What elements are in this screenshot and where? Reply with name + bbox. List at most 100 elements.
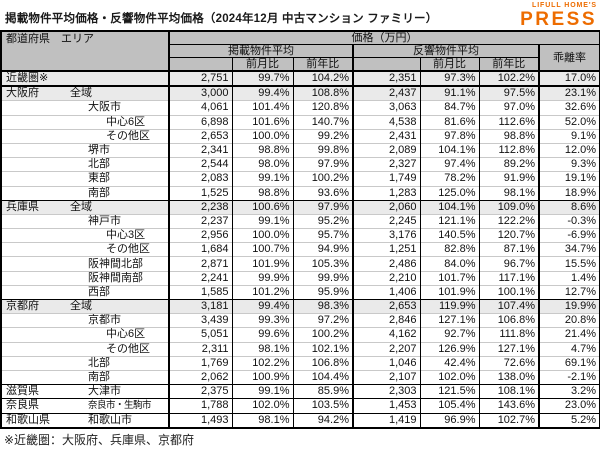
cell-response-mom: 121.5% (419, 384, 479, 399)
cell-listed-avg-price: 6,898 (168, 114, 232, 130)
price-table: 都道府県 エリア 価格（万円） 掲載物件平均 反響物件平均 乖離率 前月比 前年… (0, 30, 600, 429)
area-label: 大阪市 (0, 100, 169, 116)
column-header-response-average: 反響物件平均 (352, 44, 540, 58)
column-header-blank (168, 57, 233, 72)
row-label: 兵庫県 全域 (0, 199, 169, 215)
row-label: 京都府 全域 (0, 298, 169, 314)
table-row: 兵庫県 全域 2,238 100.6% 97.9% 2,060 104.1% 109.0% 8.… (0, 199, 600, 215)
cell-listed-mom: 102.2% (231, 355, 293, 371)
cell-listed-mom: 101.6% (231, 114, 293, 130)
prefecture-label: 滋賀県 (6, 385, 39, 398)
cell-listed-yoy: 95.9% (292, 284, 353, 300)
area-label: 北部 (0, 157, 169, 172)
table-row: 神戸市 2,237 99.1% 95.2% 2,245 121.1% 122.2% -0.3% (0, 213, 600, 229)
table-body: 近畿圏※ 2,751 99.7% 104.2% 2,351 97.3% 102.2% 17.0… (0, 70, 600, 428)
cell-response-avg-price: 3,063 (352, 100, 420, 116)
table-row: 大阪市 4,061 101.4% 120.8% 3,063 84.7% 97.0% 32.6% (0, 100, 600, 116)
cell-listed-avg-price: 1,788 (168, 398, 232, 413)
cell-divergence-rate: 52.0% (537, 114, 600, 130)
cell-divergence-rate: -0.3% (537, 213, 600, 229)
column-header-listed-mom: 前月比 (231, 57, 294, 72)
table-row: 南部 1,525 98.8% 93.6% 1,283 125.0% 98.1% 18.9% (0, 185, 600, 201)
row-label: 大阪府 全域 (0, 85, 169, 101)
cell-listed-avg-price: 2,237 (168, 213, 232, 229)
area-label: 全域 (70, 300, 92, 313)
cell-listed-yoy: 97.9% (292, 199, 353, 215)
table-row: 近畿圏※ 2,751 99.7% 104.2% 2,351 97.3% 102.2% 17.0… (0, 70, 600, 87)
cell-divergence-rate: -6.9% (537, 228, 600, 243)
cell-response-mom: 125.0% (419, 185, 479, 201)
cell-divergence-rate: 17.0% (537, 70, 600, 87)
cell-listed-yoy: 106.8% (292, 355, 353, 371)
cell-response-mom: 127.1% (419, 313, 479, 328)
cell-response-avg-price: 3,176 (352, 228, 420, 243)
cell-response-yoy: 91.9% (478, 171, 539, 186)
area-label: 西部 (0, 284, 169, 300)
cell-listed-mom: 101.2% (231, 284, 293, 300)
cell-response-mom: 104.1% (419, 142, 479, 158)
area-label: 北部 (0, 355, 169, 371)
cell-listed-yoy: 100.2% (292, 327, 353, 343)
cell-listed-avg-price: 3,439 (168, 313, 232, 328)
cell-response-mom: 84.0% (419, 256, 479, 272)
cell-divergence-rate: 9.3% (537, 157, 600, 172)
cell-divergence-rate: 18.9% (537, 185, 600, 201)
cell-divergence-rate: 21.4% (537, 327, 600, 343)
cell-response-yoy: 120.7% (478, 228, 539, 243)
area-label: 京都市 (0, 313, 169, 328)
cell-response-yoy: 89.2% (478, 157, 539, 172)
cell-listed-mom: 99.3% (231, 313, 293, 328)
cell-listed-avg-price: 2,956 (168, 228, 232, 243)
cell-response-mom: 102.0% (419, 369, 479, 385)
cell-listed-yoy: 98.3% (292, 298, 353, 314)
cell-listed-mom: 100.0% (231, 128, 293, 144)
cell-response-yoy: 143.6% (478, 398, 539, 413)
cell-response-mom: 97.8% (419, 128, 479, 144)
cell-response-mom: 42.4% (419, 355, 479, 371)
table-row: 北部 2,544 98.0% 97.9% 2,327 97.4% 89.2% 9.3% (0, 157, 600, 172)
cell-response-avg-price: 2,207 (352, 341, 420, 357)
column-header-blank (352, 57, 421, 72)
table-row: 南部 2,062 100.9% 104.4% 2,107 102.0% 138.0% -2.1… (0, 369, 600, 385)
cell-response-avg-price: 1,251 (352, 242, 420, 257)
cell-response-avg-price: 1,283 (352, 185, 420, 201)
cell-divergence-rate: 15.5% (537, 256, 600, 272)
cell-listed-avg-price: 2,871 (168, 256, 232, 272)
cell-response-avg-price: 1,406 (352, 284, 420, 300)
table-row: その他区 2,311 98.1% 102.1% 2,207 126.9% 127.1% 4.7… (0, 341, 600, 357)
cell-divergence-rate: 3.2% (537, 384, 600, 399)
lifull-homes-press-logo: LIFULL HOME'S PRESS (520, 2, 597, 29)
area-label: 堺市 (0, 142, 169, 158)
cell-listed-mom: 99.1% (231, 384, 293, 399)
cell-listed-yoy: 85.9% (292, 384, 353, 399)
cell-listed-avg-price: 2,062 (168, 369, 232, 385)
cell-response-yoy: 87.1% (478, 242, 539, 257)
area-label: 和歌山市 (88, 413, 132, 426)
cell-listed-yoy: 94.9% (292, 242, 353, 257)
table-row: 北部 1,769 102.2% 106.8% 1,046 42.4% 72.6% 69.1% (0, 355, 600, 371)
cell-response-avg-price: 1,046 (352, 355, 420, 371)
cell-response-yoy: 98.8% (478, 128, 539, 144)
cell-divergence-rate: -2.1% (537, 369, 600, 385)
table-row: 滋賀県 大津市 2,375 99.1% 85.9% 2,303 121.5% 108.1% 3.… (0, 384, 600, 399)
prefecture-label: 和歌山県 (6, 413, 50, 426)
cell-listed-mom: 98.0% (231, 157, 293, 172)
cell-response-yoy: 100.1% (478, 284, 539, 300)
cell-listed-avg-price: 1,769 (168, 355, 232, 371)
table-row: 堺市 2,341 98.8% 99.8% 2,089 104.1% 112.8% 12.0% (0, 142, 600, 158)
cell-listed-mom: 100.7% (231, 242, 293, 257)
cell-listed-yoy: 94.2% (292, 412, 353, 428)
cell-listed-mom: 99.6% (231, 327, 293, 343)
cell-response-yoy: 112.8% (478, 142, 539, 158)
table-row: 京都市 3,439 99.3% 97.2% 2,846 127.1% 106.8% 20.8% (0, 313, 600, 328)
cell-divergence-rate: 8.6% (537, 199, 600, 215)
cell-response-avg-price: 2,245 (352, 213, 420, 229)
area-label: その他区 (0, 341, 169, 357)
cell-listed-yoy: 140.7% (292, 114, 353, 130)
cell-listed-mom: 100.6% (231, 199, 293, 215)
area-label: 南部 (0, 185, 169, 201)
cell-listed-avg-price: 2,241 (168, 270, 232, 286)
cell-response-avg-price: 1,453 (352, 398, 420, 413)
cell-response-yoy: 97.5% (478, 85, 539, 101)
cell-listed-avg-price: 2,238 (168, 199, 232, 215)
